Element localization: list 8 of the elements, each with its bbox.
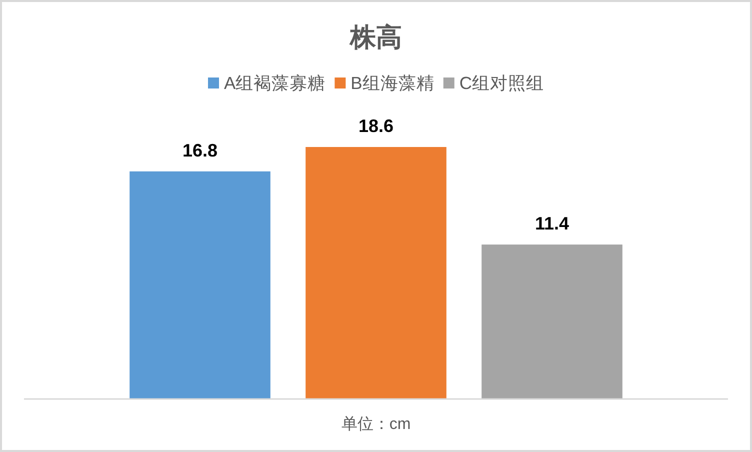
x-axis-title: 单位：cm <box>341 416 411 433</box>
legend-label: A组褐藻寡糖 <box>224 73 326 93</box>
data-label: 16.8 <box>182 140 218 160</box>
legend-label: C组对照组 <box>459 73 544 93</box>
data-label: 18.6 <box>358 116 394 136</box>
legend-label: B组海藻精 <box>350 73 434 93</box>
data-label: 11.4 <box>534 214 570 234</box>
title: 株高 <box>350 22 402 52</box>
